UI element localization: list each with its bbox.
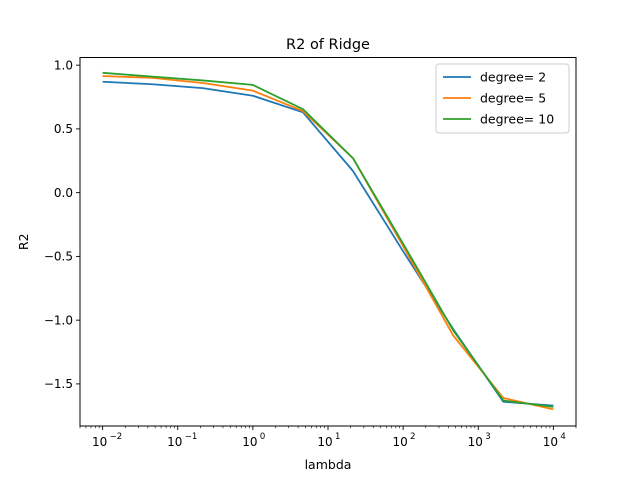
x-tick-exponent: 3 <box>485 432 490 442</box>
x-tick-label: 10 <box>167 435 182 449</box>
x-tick-label: 10 <box>392 435 407 449</box>
series-layer <box>102 71 554 411</box>
x-tick-exponent: 2 <box>410 432 415 442</box>
x-tick-exponent: −2 <box>110 432 123 442</box>
y-tick-label: 0.5 <box>54 122 73 136</box>
x-tick-exponent: 0 <box>260 432 265 442</box>
y-tick-label: −1.0 <box>44 313 73 327</box>
x-axis-ticks: 10 −2 10 −1 10 0 10 1 10 2 10 3 10 4 <box>79 426 577 449</box>
y-axis-label: R2 <box>16 233 31 250</box>
legend-box <box>435 63 570 134</box>
series-line-3 <box>102 71 554 408</box>
legend-label-1: degree= 2 <box>480 70 546 85</box>
x-tick-label: 10 <box>242 435 257 449</box>
y-tick-label: −1.5 <box>44 377 73 391</box>
chart-title: R2 of Ridge <box>286 37 370 53</box>
y-tick-label: 0.0 <box>54 186 73 200</box>
x-tick-exponent: −1 <box>185 432 198 442</box>
x-tick-label: 10 <box>543 435 558 449</box>
legend-label-2: degree= 5 <box>480 91 546 106</box>
y-axis-ticks: 1.0 0.5 0.0 −0.5 −1.0 −1.5 <box>44 58 80 391</box>
plot-frame <box>79 57 577 427</box>
y-tick-label: 1.0 <box>54 58 73 72</box>
x-axis-label: lambda <box>305 457 352 472</box>
legend: degree= 2 degree= 5 degree= 10 <box>435 63 570 134</box>
x-tick-label: 10 <box>468 435 483 449</box>
plot-area: 10 −2 10 −1 10 0 10 1 10 2 10 3 10 4 1.00.50.0−0.5−1.… <box>44 57 577 449</box>
x-tick-label: 10 <box>92 435 107 449</box>
x-tick-exponent: 1 <box>335 432 340 442</box>
y-tick-label: −0.5 <box>44 250 73 264</box>
x-tick-label: 10 <box>317 435 332 449</box>
x-tick-exponent: 4 <box>560 432 565 442</box>
legend-label-3: degree= 10 <box>480 112 554 127</box>
